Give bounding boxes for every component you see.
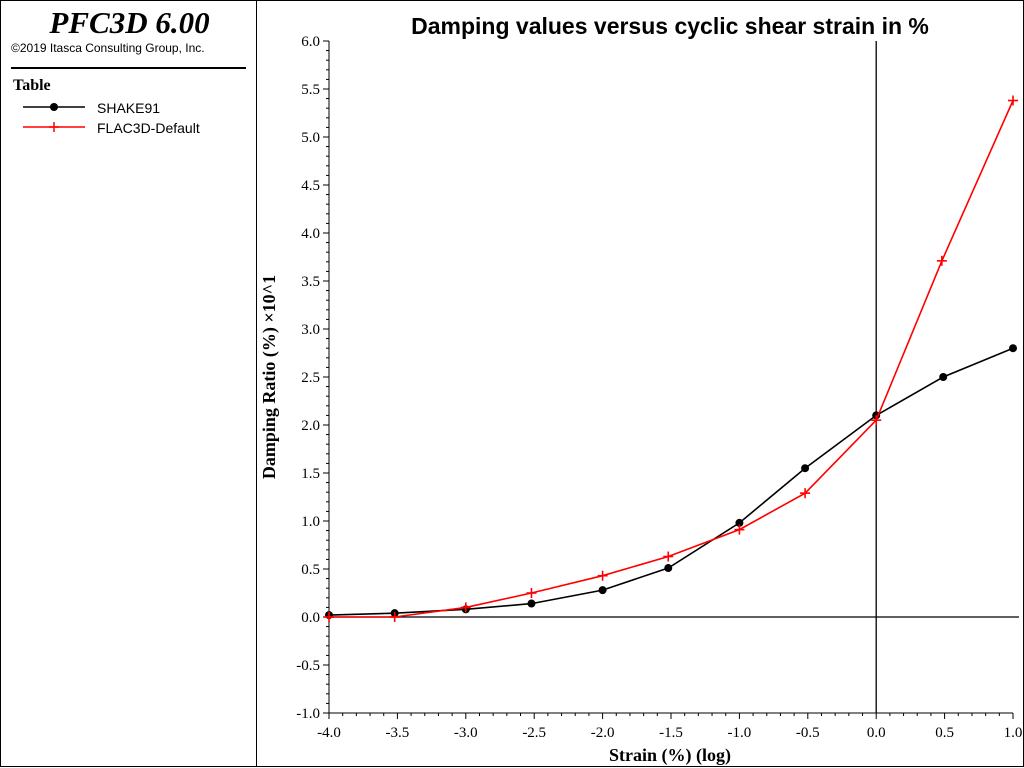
data-point-shake91 <box>735 518 744 527</box>
x-tick-label: -4.0 <box>317 725 341 741</box>
x-tick-label: -2.0 <box>591 725 615 741</box>
legend-label-flac3d-default: FLAC3D-Default <box>97 120 200 136</box>
x-tick-label: 1.0 <box>1004 725 1023 741</box>
plus-line-icon <box>23 122 85 132</box>
x-axis-label: Strain (%) (log) <box>609 745 731 766</box>
x-tick-label: -1.5 <box>659 725 683 741</box>
x-tick-label: 0.5 <box>935 725 954 741</box>
data-point-flac3d-default <box>597 570 608 581</box>
data-point-flac3d-default <box>800 488 811 499</box>
data-point-flac3d-default <box>734 524 745 535</box>
data-point-shake91 <box>1009 344 1017 353</box>
y-tick-label: 3.0 <box>301 322 320 338</box>
data-point-shake91 <box>527 599 536 608</box>
data-point-shake91 <box>664 564 673 573</box>
chart: Damping values versus cyclic shear strai… <box>259 13 1022 766</box>
copyright-text: ©2019 Itasca Consulting Group, Inc. <box>11 41 205 55</box>
data-point-flac3d-default <box>526 588 537 598</box>
data-point-flac3d-default <box>389 612 400 622</box>
x-tick-label: -2.5 <box>522 725 546 741</box>
series-line-flac3d-default <box>329 100 1014 618</box>
x-tick-label: 0.0 <box>867 725 886 741</box>
series-line-shake91 <box>328 347 1014 616</box>
y-tick-label: 3.5 <box>301 274 320 290</box>
plot-panel: Damping values versus cyclic shear strai… <box>256 0 1024 767</box>
y-tick-label: 5.5 <box>301 82 320 98</box>
data-point-flac3d-default <box>324 612 334 622</box>
chart-title: Damping values versus cyclic shear strai… <box>411 13 929 39</box>
data-point-shake91 <box>801 464 810 473</box>
y-tick-label: -0.5 <box>296 658 320 674</box>
y-tick-label: 4.0 <box>301 226 320 242</box>
data-point-shake91 <box>939 373 948 381</box>
axes: -1.0 -0.5 0.0 0.5 1.0 1.5 2.0 2.5 3.0 3.5 4.0 4.5 5.… <box>296 34 1022 741</box>
legend-panel: PFC3D 6.00 ©2019 Itasca Consulting Group… <box>0 0 257 767</box>
legend-item-shake91: SHAKE91 <box>21 99 251 117</box>
y-tick-label: 1.0 <box>301 514 320 530</box>
legend-title: Table <box>13 77 51 94</box>
x-tick-label: -0.5 <box>796 725 820 741</box>
product-title: PFC3D 6.00 <box>49 5 210 40</box>
y-tick-label: 0.5 <box>301 562 320 578</box>
y-tick-label: 4.5 <box>301 178 320 194</box>
y-tick-label: 2.5 <box>301 370 320 386</box>
data-point-shake91 <box>598 586 607 595</box>
data-point-flac3d-default <box>936 255 947 266</box>
header-divider <box>11 67 246 69</box>
filled-circle-line-icon <box>23 103 85 111</box>
data-point-flac3d-default <box>871 415 882 426</box>
y-tick-label: 6.0 <box>301 34 320 50</box>
data-point-flac3d-default <box>460 602 471 613</box>
y-tick-label: 1.5 <box>301 466 320 482</box>
plot-area <box>324 95 1018 622</box>
y-axis-label: Damping Ratio (%) ×10^1 <box>259 275 280 479</box>
legend-label-shake91: SHAKE91 <box>97 100 161 116</box>
data-point-flac3d-default <box>1008 95 1018 106</box>
data-point-flac3d-default <box>663 551 674 562</box>
legend-item-flac3d-default: FLAC3D-Default <box>21 119 251 137</box>
y-tick-label: 0.0 <box>301 610 320 626</box>
x-tick-label: -3.0 <box>454 725 478 741</box>
y-tick-label: -1.0 <box>296 706 320 722</box>
y-tick-label: 5.0 <box>301 130 320 146</box>
y-tick-label: 2.0 <box>301 418 320 434</box>
x-tick-label: -1.0 <box>728 725 752 741</box>
x-tick-label: -3.5 <box>386 725 410 741</box>
